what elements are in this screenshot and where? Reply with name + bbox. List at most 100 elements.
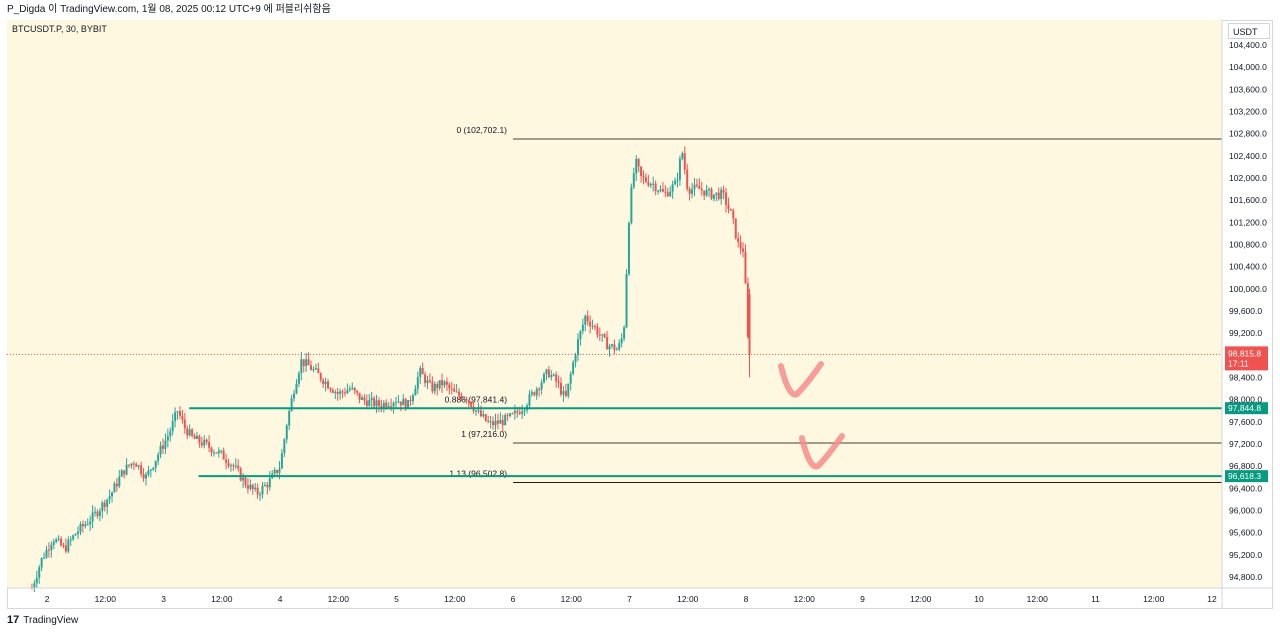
- support-lines[interactable]: 97,844.8 96,618.3: [189, 402, 1268, 483]
- candle-body: [215, 452, 218, 454]
- candle-body: [509, 413, 512, 416]
- symbol-label[interactable]: BTCUSDT.P, 30, BYBIT: [12, 24, 107, 34]
- publish-info: P_Digda 이 TradingView.com, 1월 08, 2025 0…: [7, 4, 331, 15]
- candle-body: [676, 179, 679, 181]
- candle-body: [695, 184, 698, 186]
- time-tick-label: 12:00: [328, 594, 350, 604]
- fib-level-label: 1 (97,216.0): [461, 429, 507, 439]
- candle-body: [319, 373, 322, 380]
- candle-body: [159, 445, 162, 455]
- price-tick-label: 100,800.0: [1229, 239, 1267, 249]
- price-tick-label: 102,400.0: [1229, 151, 1267, 161]
- footer-brand[interactable]: 17 TradingView: [7, 614, 78, 626]
- candle-body: [467, 400, 470, 402]
- candle-body: [261, 485, 264, 495]
- candle-body: [115, 483, 118, 487]
- candle-body: [475, 410, 478, 412]
- candle-body: [79, 523, 82, 532]
- candle-body: [640, 166, 643, 176]
- candle-body: [431, 381, 434, 392]
- candle-body: [178, 411, 181, 416]
- candle-body: [380, 405, 383, 408]
- candle-body: [377, 400, 380, 406]
- candle-body: [358, 392, 361, 400]
- candle-body: [249, 484, 252, 489]
- time-tick-label: 12:00: [1027, 594, 1049, 604]
- price-chart[interactable]: 0 (102,702.1) 0.886 (97,841.4) 1 (97,216.0…: [7, 20, 1273, 609]
- support-badge-label: 96,618.3: [1228, 471, 1261, 481]
- candle-body: [462, 398, 465, 400]
- candle-body: [314, 368, 317, 370]
- candle-body: [203, 439, 206, 446]
- time-tick-label: 12:00: [211, 594, 233, 604]
- candle-body: [142, 474, 145, 479]
- time-tick-label: 8: [744, 594, 749, 604]
- price-tick-label: 97,600.0: [1229, 417, 1262, 427]
- candle-body: [363, 397, 366, 401]
- candle-body: [334, 392, 337, 394]
- candle-body: [103, 502, 106, 507]
- candle-body: [234, 465, 237, 467]
- header-bar: P_Digda 이 TradingView.com, 1월 08, 2025 0…: [0, 0, 1280, 20]
- candle-body: [746, 283, 749, 337]
- candle-body: [285, 425, 288, 440]
- candle-body: [232, 465, 235, 467]
- plot-background: [7, 20, 1222, 588]
- candle-body: [283, 439, 286, 454]
- candle-body: [458, 391, 461, 396]
- candle-body: [295, 383, 298, 394]
- candle-body: [137, 465, 140, 467]
- candle-body: [144, 474, 147, 479]
- candle-body: [720, 189, 723, 200]
- candle-body: [433, 383, 436, 392]
- candle-body: [147, 470, 150, 475]
- candle-body: [436, 383, 439, 389]
- candle-body: [606, 337, 609, 350]
- price-tick-label: 98,400.0: [1229, 372, 1262, 382]
- candle-body: [586, 315, 589, 322]
- candle-body: [198, 435, 201, 443]
- candle-body: [188, 429, 191, 436]
- candle-body: [722, 189, 725, 193]
- candle-body: [402, 399, 405, 406]
- currency-selector[interactable]: USDT: [1228, 23, 1270, 39]
- candle-body: [615, 349, 618, 351]
- candle-body: [222, 450, 225, 460]
- candle-body: [149, 469, 152, 471]
- price-tick-label: 102,800.0: [1229, 129, 1267, 139]
- candle-body: [564, 391, 567, 396]
- candle-body: [666, 192, 669, 197]
- candle-body: [569, 373, 572, 384]
- candle-body: [50, 544, 53, 551]
- candle-body: [647, 181, 650, 186]
- candle-body: [118, 476, 121, 487]
- candle-body: [154, 460, 157, 468]
- candle-body: [438, 380, 441, 389]
- candle-body: [686, 169, 689, 189]
- candle-body: [33, 583, 36, 589]
- checkmark-annotation: [777, 361, 824, 398]
- candle-body: [310, 365, 313, 370]
- candle-body: [579, 331, 582, 340]
- candle-body: [242, 477, 245, 481]
- candle-body: [317, 368, 320, 374]
- candle-body: [443, 381, 446, 386]
- candle-body: [635, 158, 638, 174]
- candle-body: [521, 411, 524, 414]
- candle-body: [698, 185, 701, 189]
- candle-body: [220, 450, 223, 452]
- time-tick-label: 10: [974, 594, 984, 604]
- candle-body: [84, 524, 87, 527]
- candle-body: [555, 374, 558, 382]
- candle-body: [683, 153, 686, 170]
- candle-body: [280, 453, 283, 469]
- candle-body: [108, 496, 111, 500]
- candle-body: [601, 334, 604, 336]
- candle-body: [703, 190, 706, 196]
- candle-body: [535, 388, 538, 396]
- candle-body: [487, 420, 490, 422]
- time-tick-label: 12:00: [561, 594, 583, 604]
- candle-body: [40, 557, 43, 568]
- candle-body: [557, 381, 560, 383]
- candle-body: [205, 439, 208, 443]
